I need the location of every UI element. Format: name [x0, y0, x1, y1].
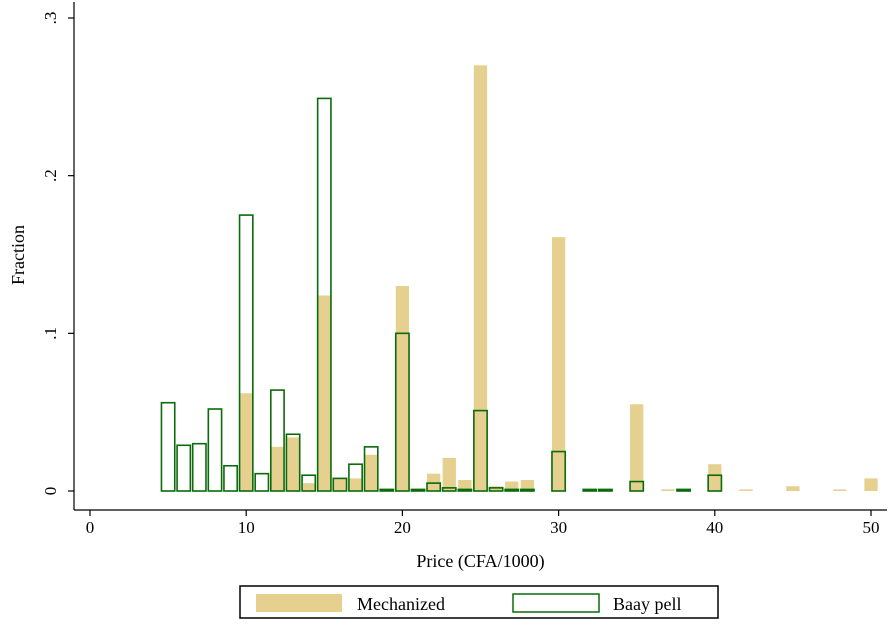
bar-baay-pell-23 — [441, 487, 457, 492]
bar-mechanized-24 — [458, 479, 472, 491]
bar-mechanized-48 — [833, 489, 847, 491]
bar-baay-pell-25 — [473, 409, 488, 492]
legend-label-baay-pell: Baay pell — [613, 594, 681, 614]
bar-mechanized-28 — [520, 479, 534, 491]
bar-baay-pell-15 — [316, 97, 332, 492]
legend-swatch-baay-pell — [512, 593, 600, 613]
x-tick-label-30: 30 — [550, 518, 567, 537]
axis-titles: Price (CFA/1000) Fraction — [8, 225, 545, 572]
x-tick-label-20: 20 — [394, 518, 411, 537]
x-axis-title: Price (CFA/1000) — [416, 551, 544, 572]
bar-mechanized-40 — [708, 464, 722, 491]
bar-mechanized-12 — [270, 446, 285, 491]
bar-mechanized-16 — [333, 478, 347, 491]
bar-mechanized-20 — [395, 286, 410, 491]
x-tick-label-0: 0 — [86, 518, 95, 537]
bar-mechanized-27 — [505, 481, 519, 491]
bar-mechanized-25 — [473, 65, 488, 492]
legend: Mechanized Baay pell — [239, 585, 719, 619]
legend-label-mechanized: Mechanized — [357, 594, 445, 614]
legend-swatch-mechanized — [256, 594, 342, 612]
y-tick-label-3: .3 — [41, 12, 60, 25]
y-axis-title: Fraction — [8, 225, 28, 285]
bar-baay-pell-5 — [160, 401, 176, 492]
bar-baay-pell-6 — [176, 444, 192, 492]
bar-baay-pell-24 — [457, 488, 473, 492]
bar-mechanized-13 — [286, 437, 300, 491]
bar-mechanized-42 — [739, 489, 753, 491]
bar-mechanized-35 — [630, 404, 644, 491]
bar-mechanized-30 — [551, 237, 566, 491]
bar-baay-pell-32 — [582, 488, 598, 492]
bar-mechanized-45 — [786, 486, 800, 491]
bar-mechanized-17 — [348, 478, 363, 491]
bar-baay-pell-40 — [707, 474, 723, 492]
axes-layer: 0 10 20 30 40 50 0 .1 .2 .3 — [41, 2, 887, 537]
bar-baay-pell-35 — [629, 480, 645, 492]
bar-baay-pell-11 — [254, 472, 270, 492]
bar-baay-pell-27 — [504, 488, 520, 492]
bar-baay-pell-17 — [348, 463, 363, 492]
x-tick-label-50: 50 — [863, 518, 880, 537]
bar-baay-pell-8 — [207, 408, 223, 492]
bar-mechanized-10 — [239, 393, 253, 491]
bar-mechanized-50 — [864, 478, 878, 491]
bar-baay-pell-38 — [676, 488, 691, 492]
bar-baay-pell-21 — [410, 488, 426, 492]
bar-baay-pell-12 — [269, 389, 285, 492]
bar-baay-pell-13 — [285, 433, 301, 492]
bar-baay-pell-10 — [238, 214, 254, 492]
bar-baay-pell-9 — [223, 464, 239, 492]
bar-mechanized-15 — [317, 295, 331, 491]
x-tick-label-40: 40 — [706, 518, 723, 537]
bars-layer — [160, 65, 878, 492]
y-tick-label-2: .2 — [41, 169, 60, 182]
bar-baay-pell-16 — [332, 477, 348, 492]
y-tick-label-1: .1 — [41, 327, 60, 340]
y-tick-label-0: 0 — [41, 487, 60, 496]
bar-baay-pell-14 — [301, 474, 317, 492]
bar-baay-pell-28 — [519, 488, 535, 492]
x-tick-label-10: 10 — [238, 518, 255, 537]
bar-baay-pell-26 — [488, 487, 504, 492]
bar-baay-pell-20 — [394, 332, 410, 492]
bar-baay-pell-18 — [363, 446, 379, 492]
bar-baay-pell-19 — [379, 488, 395, 492]
bar-baay-pell-22 — [426, 482, 442, 492]
bar-baay-pell-7 — [191, 442, 207, 492]
bar-baay-pell-33 — [598, 488, 613, 492]
bar-mechanized-18 — [364, 454, 378, 491]
bar-mechanized-37 — [661, 489, 675, 491]
bar-mechanized-23 — [442, 457, 456, 491]
bar-baay-pell-30 — [551, 450, 567, 492]
bar-mechanized-14 — [302, 483, 316, 491]
